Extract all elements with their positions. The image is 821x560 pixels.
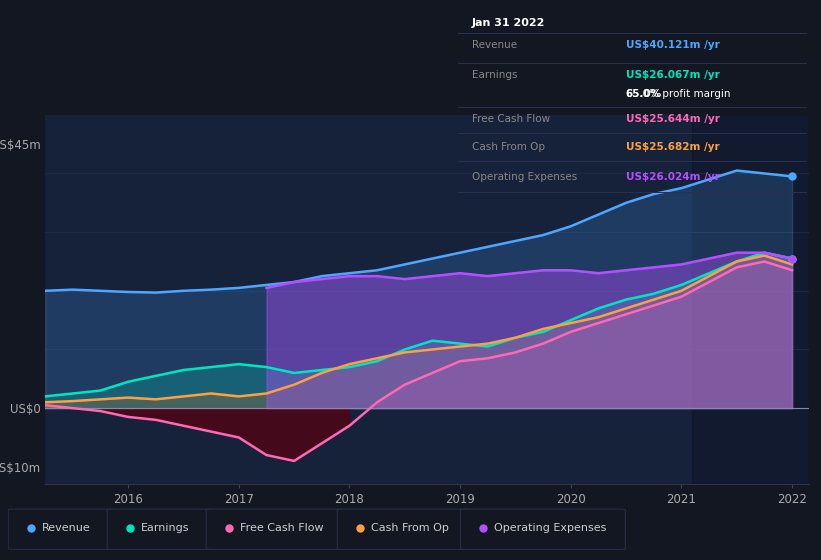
FancyBboxPatch shape (337, 509, 470, 549)
Text: Operating Expenses: Operating Expenses (472, 171, 577, 181)
Text: Cash From Op: Cash From Op (371, 523, 449, 533)
Text: Free Cash Flow: Free Cash Flow (472, 114, 550, 124)
Text: Revenue: Revenue (42, 523, 91, 533)
FancyBboxPatch shape (108, 509, 216, 549)
Text: Cash From Op: Cash From Op (472, 142, 545, 152)
Text: Operating Expenses: Operating Expenses (494, 523, 607, 533)
Text: US$25.682m /yr: US$25.682m /yr (626, 142, 719, 152)
Text: Jan 31 2022: Jan 31 2022 (472, 17, 545, 27)
Bar (692, 115, 809, 484)
Text: Revenue: Revenue (472, 40, 517, 50)
Text: 65.0% profit margin: 65.0% profit margin (626, 89, 730, 99)
Text: Free Cash Flow: Free Cash Flow (240, 523, 323, 533)
Text: US$26.024m /yr: US$26.024m /yr (626, 171, 719, 181)
Text: Earnings: Earnings (141, 523, 190, 533)
Text: 65.0%: 65.0% (626, 89, 662, 99)
Text: US$26.067m /yr: US$26.067m /yr (626, 70, 719, 80)
FancyBboxPatch shape (206, 509, 347, 549)
Text: Earnings: Earnings (472, 70, 517, 80)
Text: US$40.121m /yr: US$40.121m /yr (626, 40, 719, 50)
FancyBboxPatch shape (8, 509, 117, 549)
Text: US$25.644m /yr: US$25.644m /yr (626, 114, 719, 124)
FancyBboxPatch shape (461, 509, 626, 549)
